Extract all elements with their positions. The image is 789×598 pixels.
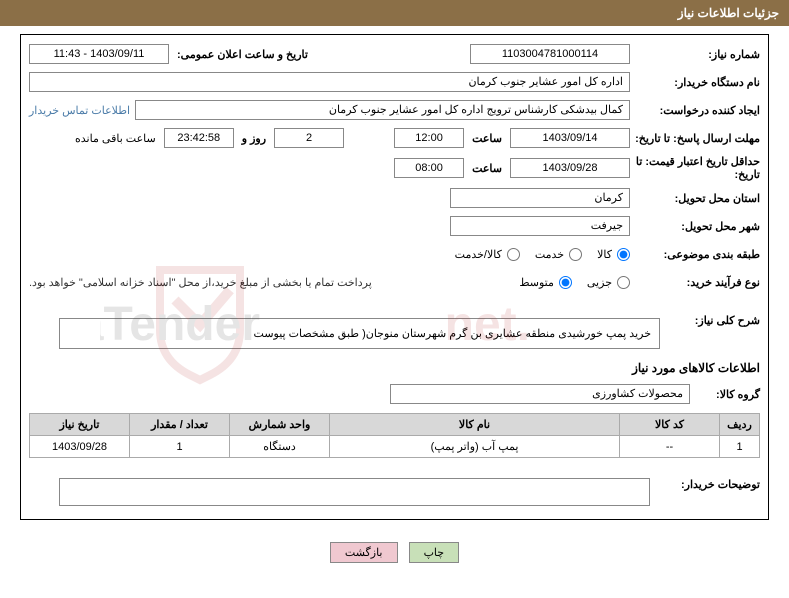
- city-label: شهر محل تحویل:: [630, 220, 760, 233]
- back-button[interactable]: بازگشت: [330, 542, 398, 563]
- table-cell: 1403/09/28: [30, 436, 130, 458]
- category-label: طبقه بندی موضوعی:: [630, 248, 760, 261]
- print-button[interactable]: چاپ: [409, 542, 460, 563]
- main-form-container: شماره نیاز: 1103004781000114 تاریخ و ساع…: [20, 34, 769, 520]
- col-unit: واحد شمارش: [230, 414, 330, 436]
- buyer-notes-label: توضیحات خریدار:: [660, 478, 760, 491]
- general-desc-value: خرید پمپ خورشیدی منطقه عشایری بن گرم شهر…: [59, 318, 660, 349]
- table-cell: --: [620, 436, 720, 458]
- table-cell: 1: [720, 436, 760, 458]
- days-and-label: روز و: [242, 132, 266, 145]
- validity-row: حداقل تاریخ اعتبار قیمت: تا تاریخ: 1403/…: [29, 155, 760, 181]
- buyer-org-value: اداره کل امور عشایر جنوب کرمان: [29, 72, 630, 92]
- category-row: طبقه بندی موضوعی: کالا خدمت کالا/خدمت: [29, 243, 760, 265]
- table-cell: 1: [130, 436, 230, 458]
- validity-date: 1403/09/28: [510, 158, 630, 178]
- buyer-org-row: نام دستگاه خریدار: اداره کل امور عشایر ج…: [29, 71, 760, 93]
- process-radio-group: جزیی متوسط: [504, 276, 630, 289]
- time-remaining-value: 23:42:58: [164, 128, 234, 148]
- category-radio-group: کالا خدمت کالا/خدمت: [440, 248, 630, 261]
- category-service-label: خدمت: [535, 248, 564, 261]
- process-label: نوع فرآیند خرید:: [630, 276, 760, 289]
- announce-label: تاریخ و ساعت اعلان عمومی:: [177, 48, 308, 61]
- contact-info-link[interactable]: اطلاعات تماس خریدار: [29, 104, 130, 117]
- treasury-note: پرداخت تمام یا بخشی از مبلغ خرید،از محل …: [29, 276, 372, 289]
- category-both-radio[interactable]: [507, 248, 520, 261]
- process-small-option[interactable]: جزیی: [587, 276, 630, 289]
- col-code: کد کالا: [620, 414, 720, 436]
- requester-row: ایجاد کننده درخواست: کمال بیدشکی کارشناس…: [29, 99, 760, 121]
- city-row: شهر محل تحویل: جیرفت: [29, 215, 760, 237]
- process-small-radio[interactable]: [617, 276, 630, 289]
- province-row: استان محل تحویل: کرمان: [29, 187, 760, 209]
- deadline-label: مهلت ارسال پاسخ: تا تاریخ:: [630, 132, 760, 145]
- goods-group-value: محصولات کشاورزی: [390, 384, 690, 404]
- need-number-row: شماره نیاز: 1103004781000114 تاریخ و ساع…: [29, 43, 760, 65]
- process-medium-label: متوسط: [519, 276, 554, 289]
- page-title-bar: جزئیات اطلاعات نیاز: [0, 0, 789, 26]
- city-value: جیرفت: [450, 216, 630, 236]
- need-number-value: 1103004781000114: [470, 44, 630, 64]
- hour-label-1: ساعت: [472, 132, 502, 145]
- table-row: 1--پمپ آب (واتر پمپ)دستگاه11403/09/28: [30, 436, 760, 458]
- province-label: استان محل تحویل:: [630, 192, 760, 205]
- need-number-label: شماره نیاز:: [630, 48, 760, 61]
- category-both-label: کالا/خدمت: [455, 248, 502, 261]
- col-qty: تعداد / مقدار: [130, 414, 230, 436]
- requester-label: ایجاد کننده درخواست:: [630, 104, 760, 117]
- col-date: تاریخ نیاز: [30, 414, 130, 436]
- requester-value: کمال بیدشکی کارشناس ترویج اداره کل امور …: [135, 100, 630, 120]
- process-medium-option[interactable]: متوسط: [519, 276, 572, 289]
- goods-table: ردیف کد کالا نام کالا واحد شمارش تعداد /…: [29, 413, 760, 458]
- days-remaining: 2: [274, 128, 344, 148]
- process-small-label: جزیی: [587, 276, 612, 289]
- goods-group-row: گروه کالا: محصولات کشاورزی: [29, 383, 760, 405]
- category-goods-option[interactable]: کالا: [597, 248, 630, 261]
- buyer-org-label: نام دستگاه خریدار:: [630, 76, 760, 89]
- goods-info-title: اطلاعات کالاهای مورد نیاز: [29, 361, 760, 375]
- deadline-time: 12:00: [394, 128, 464, 148]
- col-row: ردیف: [720, 414, 760, 436]
- deadline-row: مهلت ارسال پاسخ: تا تاریخ: 1403/09/14 سا…: [29, 127, 760, 149]
- general-desc-label: شرح کلی نیاز:: [670, 314, 760, 327]
- footer-buttons: چاپ بازگشت: [0, 532, 789, 573]
- category-goods-label: کالا: [597, 248, 612, 261]
- page-title: جزئیات اطلاعات نیاز: [678, 6, 779, 20]
- goods-group-label: گروه کالا:: [690, 388, 760, 401]
- hour-label-2: ساعت: [472, 162, 502, 175]
- col-name: نام کالا: [330, 414, 620, 436]
- category-goods-radio[interactable]: [617, 248, 630, 261]
- validity-label: حداقل تاریخ اعتبار قیمت: تا تاریخ:: [630, 155, 760, 181]
- announce-value: 1403/09/11 - 11:43: [29, 44, 169, 64]
- category-service-radio[interactable]: [569, 248, 582, 261]
- table-cell: پمپ آب (واتر پمپ): [330, 436, 620, 458]
- category-both-option[interactable]: کالا/خدمت: [455, 248, 520, 261]
- table-cell: دستگاه: [230, 436, 330, 458]
- validity-time: 08:00: [394, 158, 464, 178]
- process-row: نوع فرآیند خرید: جزیی متوسط پرداخت تمام …: [29, 271, 760, 293]
- process-medium-radio[interactable]: [559, 276, 572, 289]
- buyer-notes-value: [59, 478, 650, 506]
- time-remaining-label: ساعت باقی مانده: [75, 132, 156, 145]
- province-value: کرمان: [450, 188, 630, 208]
- deadline-date: 1403/09/14: [510, 128, 630, 148]
- category-service-option[interactable]: خدمت: [535, 248, 582, 261]
